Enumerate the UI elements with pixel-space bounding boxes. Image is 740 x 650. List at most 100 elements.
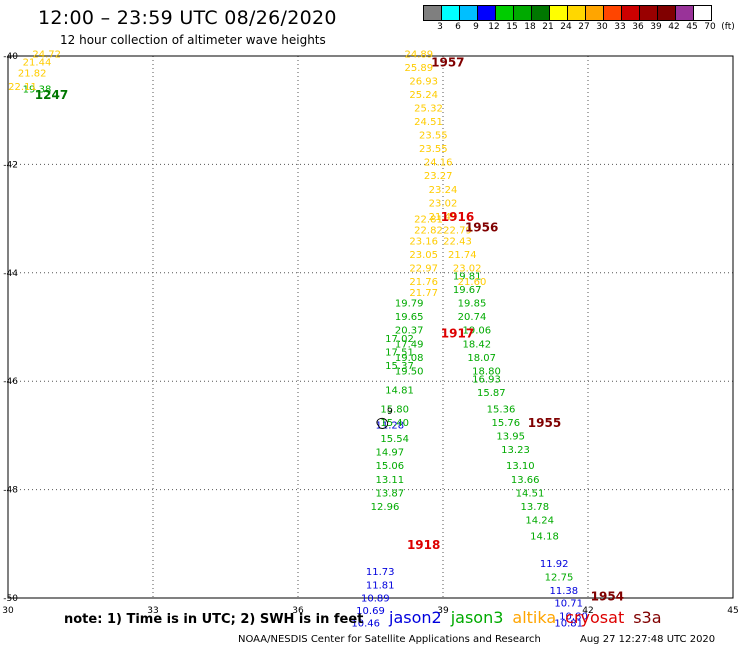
- time-label: 1954: [591, 589, 624, 603]
- data-label: 18.80: [472, 366, 501, 377]
- legend-label: 9: [473, 22, 479, 32]
- data-label: 10.69: [356, 606, 385, 617]
- data-label: 24.72: [32, 49, 61, 60]
- grid: [8, 56, 733, 598]
- time-label: 1956: [465, 221, 498, 235]
- legend-label: 18: [524, 22, 536, 32]
- data-label: 13.10: [506, 461, 535, 472]
- satellite-legend-s3a: s3a: [633, 608, 662, 627]
- time-label: 1957: [431, 55, 464, 69]
- data-label: 13.66: [511, 475, 540, 486]
- plot-frame: [7, 55, 734, 599]
- legend-label: 24: [560, 22, 572, 32]
- data-label: 14.18: [530, 532, 559, 543]
- data-label: 21.60: [458, 277, 487, 288]
- data-label: 21.44: [23, 57, 52, 68]
- footer-timestamp: Aug 27 12:27:48 UTC 2020: [580, 634, 716, 645]
- land-outline: [376, 417, 389, 429]
- y-tick-label: -40: [3, 52, 18, 62]
- data-label: 11.28: [376, 421, 405, 432]
- legend-label: 39: [650, 22, 662, 32]
- legend-label: 27: [578, 22, 590, 32]
- legend-label: 33: [614, 22, 626, 32]
- color-legend-labels: 3 6 9 12 15 18 21 24 27 30 33 36 39 42 45 70 (ft): [423, 22, 740, 34]
- x-tick-label: 39: [437, 606, 449, 616]
- time-label: 1918: [407, 538, 440, 552]
- satellite-legend-jason3: jason3: [450, 608, 504, 627]
- data-label: 19.08: [395, 353, 424, 364]
- data-label: 20.74: [458, 312, 487, 323]
- data-label: 19.65: [395, 312, 424, 323]
- footer-credit: NOAA/NESDIS Center for Satellite Applica…: [238, 634, 541, 645]
- data-label: 19.85: [458, 299, 487, 310]
- data-label: 10.71: [554, 598, 583, 609]
- note-text: note: 1) Time is in UTC; 2) SWH is in fe…: [64, 612, 364, 627]
- legend-label: 3: [437, 22, 443, 32]
- data-label: 23.05: [409, 250, 438, 261]
- data-label: 22.43: [443, 236, 472, 247]
- x-tick-label: 33: [147, 606, 158, 616]
- x-tick-label: 45: [727, 606, 738, 616]
- legend-label: 30: [596, 22, 608, 32]
- data-label: 17.49: [395, 339, 424, 350]
- data-label: 26.93: [409, 76, 438, 87]
- legend-label: 70: [704, 22, 716, 32]
- data-label: 19.81: [453, 272, 482, 283]
- color-legend-bar: [423, 5, 712, 21]
- data-label: 24.89: [405, 49, 434, 60]
- time-label: 1916: [441, 210, 474, 224]
- y-tick-label: -50: [3, 594, 18, 604]
- data-label: 24.51: [414, 117, 443, 128]
- legend-label: 45: [686, 22, 698, 32]
- satellite-legend-cryosat: cryosat: [565, 608, 625, 627]
- data-label: 13.87: [376, 488, 405, 499]
- data-label: 18.42: [463, 339, 492, 350]
- legend-label: 42: [668, 22, 680, 32]
- data-label: 22.79: [443, 225, 472, 236]
- data-label: 19.38: [23, 85, 52, 96]
- legend-label: 21: [542, 22, 554, 32]
- data-label: 10.80: [559, 611, 588, 622]
- data-label: 18.07: [467, 353, 496, 364]
- time-label: 1955: [528, 416, 561, 430]
- data-label: 13.95: [496, 431, 525, 442]
- data-label: 15.80: [380, 404, 409, 415]
- x-tick-label: 36: [292, 606, 304, 616]
- satellite-legend-jason2: jason2: [389, 608, 442, 627]
- data-label: 15.76: [492, 418, 521, 429]
- y-tick-label: -46: [3, 377, 18, 387]
- x-tick-label: 42: [582, 606, 593, 616]
- data-label: 15.06: [376, 461, 405, 472]
- data-label: 12.96: [371, 502, 400, 513]
- data-label: 19.06: [463, 326, 492, 337]
- data-label: 25.32: [414, 103, 443, 114]
- axes: [7, 55, 734, 599]
- data-label: 21.82: [18, 68, 47, 79]
- data-label: 24.16: [424, 158, 453, 169]
- data-label: 12.75: [545, 572, 574, 583]
- data-label: 21.49: [429, 212, 458, 223]
- data-label: 11.73: [366, 567, 395, 578]
- legend-label: 15: [506, 22, 518, 32]
- land-outline-mark: 9: [387, 407, 393, 417]
- time-label: 1917: [441, 326, 474, 340]
- data-label: 10.89: [361, 593, 390, 604]
- legend-label: (ft): [721, 22, 735, 32]
- legend-label: 12: [488, 22, 500, 32]
- data-label: 13.78: [521, 502, 550, 513]
- data-label: 11.92: [540, 559, 569, 570]
- data-label: 23.27: [424, 171, 453, 182]
- data-label: 23.02: [453, 263, 482, 274]
- data-label: 23.55: [419, 144, 448, 155]
- satellite-legend-altika: altika: [512, 608, 557, 627]
- data-label: 20.37: [395, 326, 424, 337]
- data-label: 14.81: [385, 385, 414, 396]
- data-label: 23.16: [409, 236, 438, 247]
- data-label: 19.50: [395, 366, 424, 377]
- chart-subtitle: 12 hour collection of altimeter wave hei…: [60, 33, 326, 47]
- data-label: 15.87: [477, 388, 506, 399]
- data-label: 25.89: [405, 63, 434, 74]
